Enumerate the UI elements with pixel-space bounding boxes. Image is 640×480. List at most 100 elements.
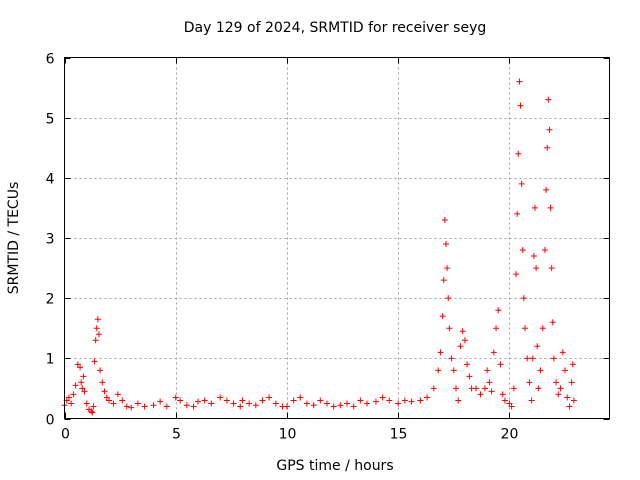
data-point	[441, 216, 448, 223]
axis-ticks	[64, 57, 610, 420]
data-point	[490, 349, 497, 356]
data-point	[90, 403, 97, 410]
data-point	[466, 373, 473, 380]
data-point	[508, 403, 515, 410]
data-point	[424, 394, 431, 401]
data-point	[531, 204, 538, 211]
data-point	[526, 379, 533, 386]
data-point	[128, 404, 135, 411]
data-point	[81, 388, 88, 395]
data-point	[484, 367, 491, 374]
data-point	[546, 126, 553, 133]
data-point	[183, 402, 190, 409]
data-point	[408, 398, 415, 405]
data-point	[464, 361, 471, 368]
y-tick-label: 3	[46, 232, 55, 248]
data-point	[134, 400, 141, 407]
data-point	[92, 337, 99, 344]
data-point	[497, 361, 504, 368]
data-point	[88, 408, 95, 415]
data-point	[544, 144, 551, 151]
data-point	[555, 391, 562, 398]
data-point	[501, 397, 508, 404]
x-tick-label: 10	[279, 427, 297, 443]
data-point	[430, 385, 437, 392]
data-point	[524, 355, 531, 362]
data-point	[435, 367, 442, 374]
data-point	[495, 307, 502, 314]
data-point	[537, 367, 544, 374]
data-point	[68, 400, 75, 407]
data-point	[80, 373, 87, 380]
data-point	[337, 402, 344, 409]
data-point	[317, 397, 324, 404]
data-point	[283, 403, 290, 410]
data-point	[564, 394, 571, 401]
x-tick-label: 5	[172, 427, 181, 443]
data-point	[548, 265, 555, 272]
data-point	[230, 400, 237, 407]
data-point	[566, 403, 573, 410]
y-tick-label: 0	[46, 413, 55, 429]
data-point	[401, 397, 408, 404]
data-point	[364, 400, 371, 407]
data-point	[190, 403, 197, 410]
data-point	[562, 367, 569, 374]
data-point	[461, 337, 468, 344]
data-point	[237, 403, 244, 410]
plot-frame	[64, 57, 610, 419]
x-tick-label: 20	[501, 427, 519, 443]
data-point	[473, 385, 480, 392]
data-point	[103, 394, 110, 401]
data-point	[445, 295, 452, 302]
data-point	[519, 247, 526, 254]
data-point	[510, 385, 517, 392]
data-point	[97, 367, 104, 374]
data-point	[252, 402, 259, 409]
data-point	[514, 210, 521, 217]
data-point	[323, 400, 330, 407]
data-point	[201, 397, 208, 404]
data-point	[357, 397, 364, 404]
data-point	[493, 325, 500, 332]
data-point	[163, 403, 170, 410]
data-point	[94, 316, 101, 323]
tick-labels: 0 5 10 15 20 0 1 2 3 4 5 6	[46, 52, 519, 443]
data-point	[266, 394, 273, 401]
data-point	[110, 400, 117, 407]
data-point	[417, 397, 424, 404]
data-point	[481, 385, 488, 392]
data-point	[95, 331, 102, 338]
data-point	[553, 379, 560, 386]
y-tick-label: 5	[46, 112, 55, 128]
data-point	[99, 379, 106, 386]
data-point	[272, 400, 279, 407]
data-point	[259, 397, 266, 404]
x-tick-label: 0	[61, 427, 70, 443]
data-point	[194, 398, 201, 405]
data-point	[517, 102, 524, 109]
data-point	[521, 325, 528, 332]
data-point	[459, 328, 466, 335]
data-point	[70, 391, 77, 398]
data-point	[557, 385, 564, 392]
data-point	[123, 403, 130, 410]
data-point	[569, 361, 576, 368]
data-point	[157, 398, 164, 405]
data-point	[477, 391, 484, 398]
data-point	[440, 277, 447, 284]
data-point	[443, 241, 449, 248]
data-point	[246, 400, 253, 407]
y-axis-label: SRMTID / TECUs	[6, 182, 22, 295]
data-point	[437, 349, 444, 356]
data-point	[350, 403, 357, 410]
data-point	[549, 319, 556, 326]
data-point	[439, 313, 446, 320]
data-point	[119, 397, 126, 404]
data-point	[516, 78, 523, 85]
data-point	[499, 391, 506, 398]
data-point	[223, 397, 230, 404]
data-point	[141, 403, 148, 410]
data-point	[529, 355, 536, 362]
